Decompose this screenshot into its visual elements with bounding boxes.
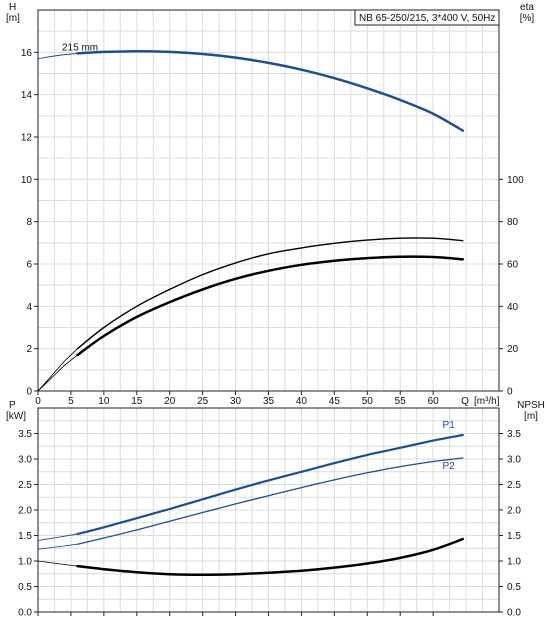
series-label-215mm: 215 mm	[62, 42, 98, 53]
x-tick-label: 0	[35, 396, 41, 407]
x-tick-label: 30	[230, 396, 242, 407]
series-right-2-line	[76, 537, 465, 577]
y-right-tick-label: 0.0	[507, 608, 521, 619]
y-left-tick-label: 3.0	[18, 455, 32, 466]
series-p1-extension-line	[37, 533, 78, 542]
y-right-axis-unit: [%]	[520, 13, 535, 24]
y-right-axis-title: eta	[520, 2, 534, 13]
x-tick-label: 40	[296, 396, 308, 407]
x-axis-unit: [m³/h]	[474, 396, 500, 407]
series-215-mm-line	[76, 50, 465, 132]
x-tick-label: 55	[395, 396, 407, 407]
x-tick-label: 35	[263, 396, 275, 407]
y-right-tick-label: 40	[507, 302, 519, 313]
x-tick-label: 45	[329, 396, 341, 407]
y-right-tick-label: 3.0	[507, 455, 521, 466]
y-right-axis-unit: [m]	[524, 411, 538, 422]
y-right-tick-label: 20	[507, 344, 519, 355]
y-right-tick-label: 2.5	[507, 480, 521, 491]
y-left-axis-unit: [kW]	[6, 411, 26, 422]
y-left-tick-label: 12	[21, 133, 33, 144]
y-right-tick-label: 0.5	[507, 582, 521, 593]
y-right-tick-label: 100	[507, 175, 524, 186]
y-left-tick-label: 0.5	[18, 582, 32, 593]
y-left-axis-title: P	[9, 400, 16, 411]
y-left-tick-label: 8	[26, 217, 32, 228]
x-tick-label: 50	[362, 396, 374, 407]
series-p2-line	[76, 457, 464, 545]
series-p1-line	[76, 433, 464, 536]
x-tick-label: 25	[197, 396, 209, 407]
y-right-tick-label: 2.0	[507, 506, 521, 517]
series-right-2-extension-line	[37, 560, 78, 567]
y-left-tick-label: 10	[21, 175, 33, 186]
y-left-axis-unit: [m]	[6, 13, 20, 24]
x-tick-label: 60	[428, 396, 440, 407]
y-left-tick-label: 4	[26, 302, 32, 313]
y-left-tick-label: 14	[21, 90, 33, 101]
series-p2-extension-line	[37, 543, 78, 550]
y-right-tick-label: 60	[507, 260, 519, 271]
y-left-tick-label: 1.0	[18, 557, 32, 568]
y-left-tick-label: 2.5	[18, 480, 32, 491]
series-215-mm-extension-line	[37, 52, 78, 60]
series-right-1-line	[76, 255, 465, 357]
y-right-tick-label: 1.0	[507, 557, 521, 568]
y-right-tick-label: 1.5	[507, 531, 521, 542]
y-left-tick-label: 0	[26, 387, 32, 398]
x-tick-label: 5	[68, 396, 74, 407]
chart-title-box	[354, 9, 500, 26]
power-npsh-panel: 0.0 0.5 1.0 1.5 2.0 2.5 3.0 3.5 0.0 0.5 1.0 1.5 2.0 2…	[6, 400, 545, 619]
series-right-2-extension-line	[37, 348, 78, 392]
y-right-tick-label: 3.5	[507, 429, 521, 440]
y-left-tick-label: 2.0	[18, 506, 32, 517]
y-left-tick-label: 3.5	[18, 429, 32, 440]
y-left-tick-label: 2	[26, 344, 32, 355]
x-tick-label: 15	[131, 396, 143, 407]
x-tick-label: 20	[164, 396, 176, 407]
series-label-p1: P1	[443, 420, 456, 431]
x-axis-title: Q	[461, 396, 469, 407]
y-left-tick-label: 16	[21, 48, 33, 59]
y-right-axis-title: NPSH	[517, 400, 545, 411]
y-left-tick-label: 0.0	[18, 608, 32, 619]
series-label-p2: P2	[443, 461, 456, 472]
x-tick-label: 10	[98, 396, 110, 407]
y-right-tick-label: 80	[507, 217, 519, 228]
y-left-tick-label: 6	[26, 260, 32, 271]
y-left-axis-title: H	[9, 2, 16, 13]
series-right-2-line	[76, 237, 464, 350]
y-left-tick-label: 1.5	[18, 531, 32, 542]
head-efficiency-panel: 0 2 4 6 8 10 12 14 16 0 20 40 60 80 100 0 5 10 15 20 25 30 35 4…	[6, 2, 534, 407]
series-right-1-extension-line	[37, 354, 78, 392]
y-right-tick-label: 0	[507, 387, 513, 398]
chart-title: NB 65-250/215, 3*400 V, 50Hz	[359, 13, 495, 24]
